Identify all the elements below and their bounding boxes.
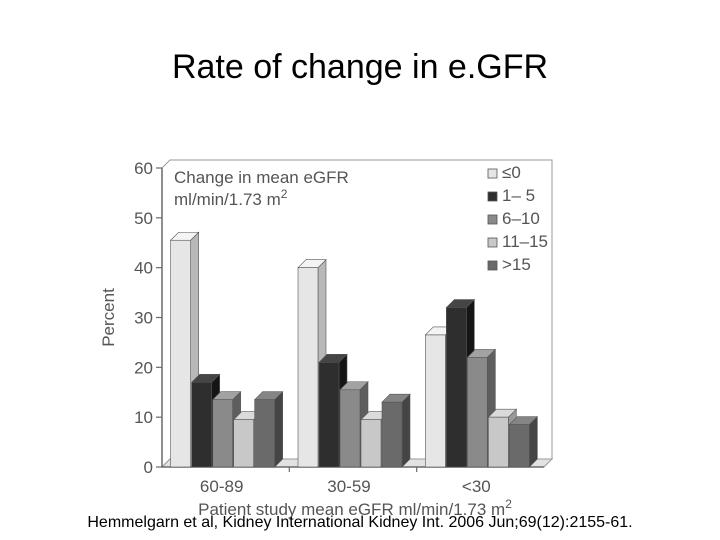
bar-front [254, 399, 275, 468]
y-tick-label: 0 [144, 458, 153, 477]
bar-side [529, 415, 538, 468]
bar-side [401, 393, 411, 468]
legend-swatch [487, 168, 498, 179]
legend-label: ≤0 [502, 163, 521, 182]
bar-front [297, 267, 319, 468]
legend-label: 1– 5 [502, 186, 535, 205]
x-tick-label: <30 [462, 477, 491, 496]
legend-title-line2: ml/min/1.73 m2 [174, 187, 288, 209]
bar-front [360, 419, 382, 468]
y-tick-label: 40 [134, 259, 153, 278]
bar-front [318, 362, 340, 468]
slide-title: Rate of change in e.GFR [171, 48, 549, 86]
legend-swatch [487, 260, 498, 271]
bar-side [274, 391, 283, 468]
y-tick-label: 20 [134, 358, 153, 377]
bar [381, 393, 411, 468]
x-axis-label: Patient study mean eGFR ml/min/1.73 m2 [198, 497, 512, 519]
bar-front [339, 389, 361, 468]
legend-swatch [487, 214, 498, 225]
y-tick-label: 10 [134, 408, 153, 427]
y-tick-label: 60 [134, 159, 153, 178]
bar-front [233, 419, 254, 468]
bar [466, 348, 497, 468]
bar-front [212, 399, 233, 468]
x-axis-label-superscript: 2 [505, 497, 512, 511]
x-axis-label-text: Patient study mean eGFR ml/min/1.73 m [198, 500, 505, 519]
bar-front [381, 401, 403, 468]
legend-title-line1: Change in mean eGFR [174, 168, 349, 187]
legend-label: 6–10 [502, 209, 540, 228]
bar-front [425, 334, 446, 468]
bar-front [467, 357, 488, 468]
citation: Hemmelgarn et al, Kidney International K… [87, 514, 633, 531]
y-tick-label: 50 [134, 209, 153, 228]
x-tick-label: 60-89 [200, 477, 243, 496]
legend-swatch [487, 237, 498, 248]
bar [508, 415, 539, 468]
legend-swatch [487, 191, 498, 202]
x-tick-label: 30-59 [327, 477, 370, 496]
legend-label: 11–15 [502, 232, 548, 251]
legend-title-line2-text: ml/min/1.73 m [174, 190, 281, 209]
bar-front [170, 239, 191, 468]
y-axis-label: Percent [99, 288, 118, 347]
bar-front [488, 416, 509, 468]
bar-front [509, 424, 530, 468]
bar-front [446, 307, 467, 468]
y-tick-label: 30 [134, 309, 153, 328]
legend-label: >15 [502, 255, 531, 274]
bar-front [191, 381, 212, 468]
legend-title-superscript: 2 [281, 187, 288, 201]
bar [253, 391, 284, 468]
